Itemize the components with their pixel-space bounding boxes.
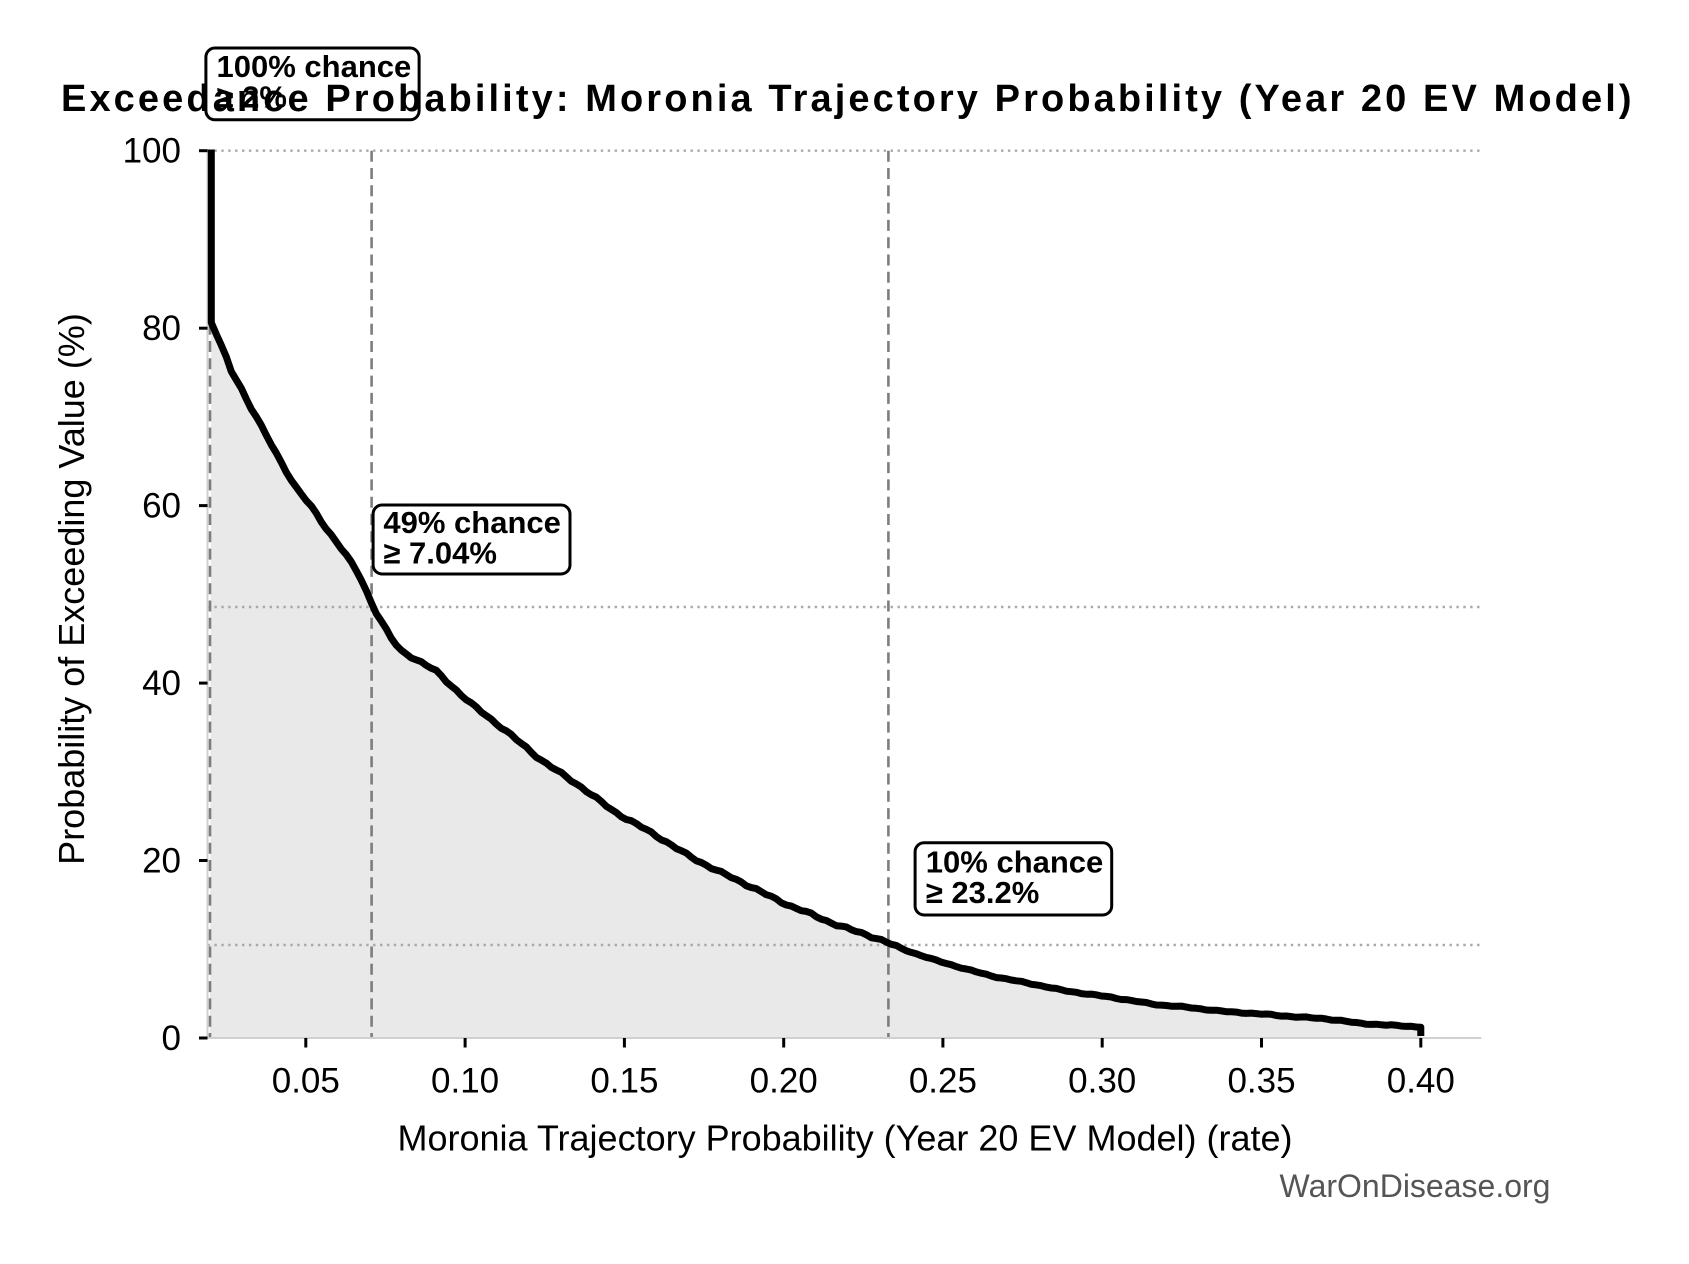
svg-text:0.05: 0.05 — [272, 1062, 340, 1101]
svg-text:0.15: 0.15 — [590, 1062, 658, 1101]
svg-text:100% chance: 100% chance — [217, 49, 412, 84]
svg-text:≥ 2%: ≥ 2% — [217, 80, 287, 115]
svg-text:0.40: 0.40 — [1387, 1062, 1455, 1101]
svg-text:Probability of Exceeding Value: Probability of Exceeding Value (%) — [51, 313, 92, 865]
svg-text:0.10: 0.10 — [431, 1062, 499, 1101]
svg-text:100: 100 — [123, 132, 181, 171]
svg-text:0.20: 0.20 — [750, 1062, 818, 1101]
svg-text:20: 20 — [142, 842, 181, 881]
svg-text:0.35: 0.35 — [1227, 1062, 1295, 1101]
svg-text:60: 60 — [142, 487, 181, 526]
svg-text:0: 0 — [162, 1019, 181, 1058]
svg-text:10% chance: 10% chance — [926, 844, 1104, 879]
svg-text:≥ 23.2%: ≥ 23.2% — [926, 875, 1040, 910]
svg-text:40: 40 — [142, 664, 181, 703]
svg-text:Moronia Trajectory Probability: Moronia Trajectory Probability (Year 20 … — [397, 1118, 1292, 1159]
svg-text:80: 80 — [142, 309, 181, 348]
svg-text:WarOnDisease.org: WarOnDisease.org — [1280, 1168, 1551, 1204]
svg-text:0.30: 0.30 — [1068, 1062, 1136, 1101]
svg-text:0.25: 0.25 — [909, 1062, 977, 1101]
svg-text:≥ 7.04%: ≥ 7.04% — [383, 536, 497, 571]
svg-text:Exceedance Probability: Moroni: Exceedance Probability: Moronia Trajecto… — [61, 78, 1635, 120]
svg-text:49% chance: 49% chance — [383, 505, 561, 540]
